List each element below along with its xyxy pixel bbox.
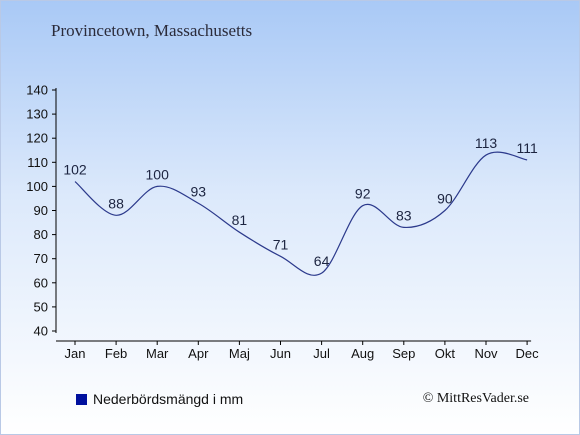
legend-swatch [76,393,87,405]
y-tick-label: 50 [34,299,48,314]
x-tick-label: Maj [229,346,250,361]
y-tick-label: 130 [26,107,48,122]
y-tick-label: 120 [26,131,48,146]
x-tick-label: Mar [146,346,169,361]
x-tick-label: Nov [474,346,498,361]
data-label: 71 [273,236,289,252]
data-label: 100 [146,166,170,182]
x-tick-label: Apr [188,346,209,361]
x-tick-label: Jul [313,346,330,361]
copyright: © MittResVader.se [422,391,529,406]
y-tick-label: 140 [26,83,48,98]
y-tick-label: 110 [27,155,48,170]
data-label: 92 [355,186,371,202]
y-tick-label: 60 [34,275,48,290]
x-tick-label: Jan [65,346,86,361]
data-label: 111 [516,140,537,156]
data-label: 88 [108,195,124,211]
chart-title: Provincetown, Massachusetts [51,21,253,40]
data-label: 102 [63,162,87,178]
data-label: 81 [232,212,248,228]
y-tick-label: 100 [26,179,48,194]
data-label: 93 [191,183,207,199]
data-label: 90 [437,191,453,207]
x-tick-label: Feb [105,346,127,361]
y-tick-label: 80 [34,227,48,242]
series-line [74,151,528,276]
y-tick-label: 90 [34,203,48,218]
y-tick-label: 40 [34,324,48,339]
legend-label: Nederbördsmängd i mm [93,391,244,407]
data-label: 113 [475,135,498,151]
x-tick-label: Jun [270,346,291,361]
data-label: 64 [314,253,330,269]
y-tick-label: 70 [34,251,48,266]
x-tick-label: Okt [435,346,456,361]
x-tick-label: Dec [516,346,540,361]
x-tick-label: Sep [392,346,415,361]
x-tick-label: Aug [351,346,374,361]
data-label: 83 [396,207,412,223]
legend: Nederbördsmängd i mm [76,391,243,407]
